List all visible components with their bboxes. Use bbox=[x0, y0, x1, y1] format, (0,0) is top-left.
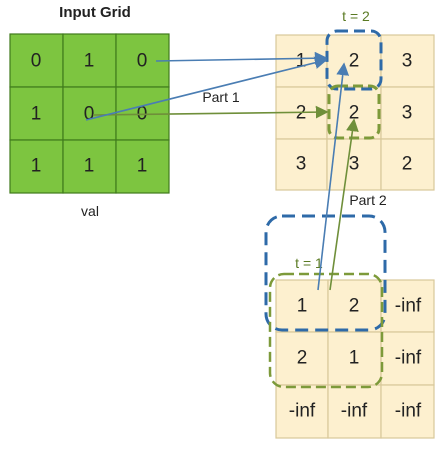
t1-cell-value: 2 bbox=[349, 296, 360, 317]
input-cell-value: 1 bbox=[84, 156, 95, 177]
input-cell bbox=[9, 139, 64, 194]
t1-green-highlight bbox=[268, 272, 384, 389]
t1-cell bbox=[327, 279, 382, 333]
t1-cell bbox=[327, 384, 382, 439]
t2-cell bbox=[380, 86, 435, 140]
t1-cell-value: 2 bbox=[297, 348, 308, 369]
input-cell-value: 0 bbox=[137, 51, 148, 72]
grid-t1: 1 2 -inf 2 1 -inf -inf -inf -inf bbox=[275, 279, 435, 439]
t2-cell-value: 3 bbox=[402, 103, 413, 124]
t1-cell-value: -inf bbox=[289, 401, 316, 422]
input-cell bbox=[9, 33, 64, 88]
grid-t2: 1 2 3 2 2 3 3 3 2 bbox=[275, 34, 435, 191]
t2-cell-value: 3 bbox=[402, 51, 413, 72]
t2-cell bbox=[380, 138, 435, 191]
t1-cell bbox=[380, 279, 435, 333]
t1-blue-highlight bbox=[264, 214, 387, 332]
part1-label: Part 1 bbox=[202, 89, 240, 105]
t1-cell-value: 1 bbox=[349, 348, 360, 369]
t1-cell bbox=[275, 331, 329, 386]
t2-green-highlight bbox=[327, 84, 381, 140]
input-cell-value: 1 bbox=[84, 51, 95, 72]
input-cell-value: 0 bbox=[84, 104, 95, 125]
part1-arrow-middle bbox=[92, 105, 329, 119]
t2-cell-value: 2 bbox=[349, 51, 360, 72]
t1-cell-value: -inf bbox=[341, 401, 368, 422]
t2-cell bbox=[326, 138, 382, 191]
t1-cell-value: -inf bbox=[395, 296, 422, 317]
part1-arrow-diagonal bbox=[85, 56, 328, 121]
t1-cell-value: 1 bbox=[297, 296, 308, 317]
t1-cell-value: -inf bbox=[395, 401, 422, 422]
t2-label: t = 2 bbox=[342, 8, 370, 24]
t2-cell-value: 3 bbox=[296, 154, 307, 175]
input-cell-value: 1 bbox=[137, 156, 148, 177]
input-cell-value: 0 bbox=[31, 51, 42, 72]
input-grid: 0 1 0 1 0 0 1 1 1 bbox=[9, 33, 170, 194]
t2-cell-value: 2 bbox=[349, 103, 360, 124]
input-cell-value: 1 bbox=[31, 104, 42, 125]
input-cell-value: 1 bbox=[31, 156, 42, 177]
input-cell bbox=[62, 139, 117, 194]
part1-arrow-top bbox=[155, 51, 328, 65]
input-grid-caption: val bbox=[81, 203, 99, 219]
t1-label: t = 1 bbox=[295, 255, 323, 271]
t1-cell bbox=[275, 279, 329, 333]
input-cell bbox=[115, 139, 170, 194]
t1-cell bbox=[380, 331, 435, 386]
t2-cell-value: 2 bbox=[402, 154, 413, 175]
part2-label: Part 2 bbox=[349, 192, 387, 208]
t2-cell-value: 3 bbox=[349, 154, 360, 175]
input-cell bbox=[62, 33, 117, 88]
t1-cell bbox=[380, 384, 435, 439]
part2-arrow-blue bbox=[317, 62, 350, 291]
t2-cell-value: 1 bbox=[296, 51, 307, 72]
part2-arrow-green bbox=[329, 118, 359, 291]
t1-cell-value: -inf bbox=[395, 348, 422, 369]
input-grid-title: Input Grid bbox=[59, 4, 131, 21]
